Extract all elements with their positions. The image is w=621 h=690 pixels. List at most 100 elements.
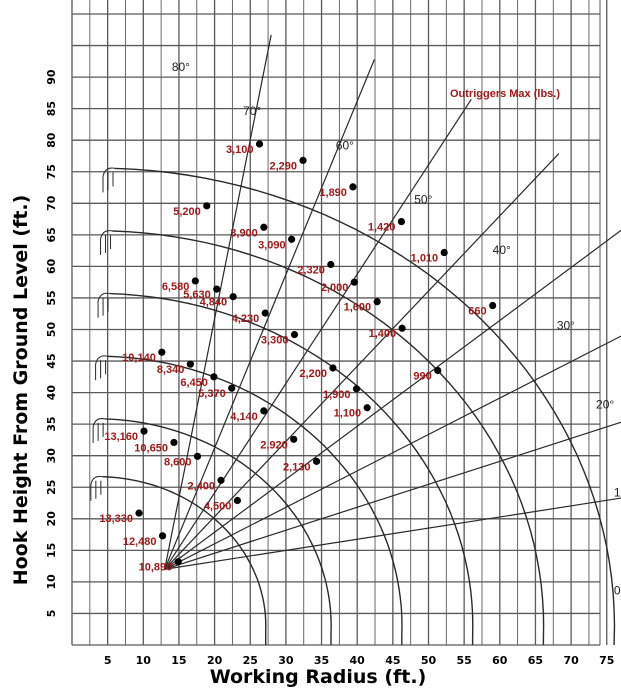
data-label: 1,420	[368, 222, 396, 234]
data-label: 1,890	[319, 187, 347, 199]
jib-hook-icon	[100, 230, 113, 256]
legend-note: Outriggers Max (lbs.)	[450, 88, 560, 100]
angle-line	[164, 335, 621, 570]
data-label: 1,400	[369, 328, 397, 340]
y-tick-label: 40	[45, 385, 58, 401]
data-label: 990	[413, 371, 431, 383]
angle-line	[164, 229, 621, 570]
data-label: 4,230	[232, 313, 260, 325]
y-tick-label: 25	[45, 480, 58, 495]
x-tick-label: 55	[456, 654, 471, 667]
boom-angle-lines	[164, 34, 621, 570]
x-tick-labels: 5 10 15 20 25 30 35 40 45 50 55 60 65 70 75	[104, 654, 615, 667]
y-tick-label: 70	[45, 195, 58, 211]
data-point	[349, 183, 357, 191]
y-tick-labels: 5 10 15 20 25 30 35 40 45 50 55 60 65 70 75 80 85 90	[45, 69, 58, 617]
angle-label: 40°	[493, 243, 511, 257]
data-point	[299, 156, 307, 164]
data-label: 6,450	[180, 377, 208, 389]
x-tick-label: 65	[528, 654, 543, 667]
data-label: 1,900	[323, 389, 351, 401]
data-label: 2,200	[299, 368, 327, 380]
data-point	[440, 248, 448, 257]
data-point	[434, 366, 442, 375]
data-point	[329, 364, 337, 372]
data-label: 4,500	[204, 501, 232, 513]
angle-line	[164, 59, 375, 570]
data-point	[261, 309, 269, 317]
data-point	[170, 438, 178, 447]
x-tick-label: 60	[492, 654, 508, 667]
x-tick-label: 35	[314, 654, 329, 667]
angle-line	[164, 497, 621, 570]
data-point	[312, 457, 321, 465]
data-label: 13,330	[99, 513, 133, 525]
data-point	[398, 324, 406, 332]
data-point	[327, 260, 335, 269]
y-tick-label: 65	[45, 227, 58, 242]
y-tick-label: 85	[45, 101, 58, 116]
data-label: 2,130	[283, 461, 311, 473]
data-label: 1,010	[411, 253, 439, 265]
x-axis-label: Working Radius (ft.)	[210, 666, 427, 688]
data-point	[352, 385, 361, 393]
x-tick-label: 5	[104, 654, 112, 667]
y-tick-label: 45	[45, 353, 58, 368]
angle-label: 60°	[336, 139, 354, 153]
data-point	[290, 330, 299, 339]
data-label: 3,300	[261, 335, 289, 347]
data-point	[373, 298, 381, 306]
data-label: 2,320	[297, 265, 325, 277]
angle-label: 50°	[414, 192, 432, 206]
data-point	[135, 509, 143, 517]
y-axis-label: Hook Height From Ground Level (ft.)	[10, 195, 32, 586]
jib-hook-icon	[92, 418, 106, 443]
jib-hook-icon	[95, 355, 108, 381]
x-tick-label: 45	[385, 654, 400, 667]
boom-curve	[107, 355, 403, 645]
data-label: 1,100	[334, 408, 362, 420]
data-point	[233, 496, 242, 505]
data-points	[135, 140, 497, 566]
data-point	[288, 235, 296, 243]
data-label: 8,600	[164, 456, 192, 468]
data-point	[174, 558, 182, 566]
x-tick-label: 30	[278, 654, 294, 667]
data-point	[489, 301, 497, 310]
data-point	[229, 293, 237, 301]
y-tick-label: 5	[45, 610, 58, 618]
boom-curve	[102, 476, 267, 645]
data-point	[290, 435, 298, 443]
data-point	[203, 202, 211, 210]
x-tick-label: 70	[563, 654, 579, 667]
data-label: 6,580	[162, 281, 190, 293]
boom-curve	[105, 418, 332, 645]
data-point	[217, 476, 225, 484]
data-label: 10,140	[122, 352, 156, 364]
boom-length-curves	[90, 167, 616, 645]
data-point	[350, 278, 358, 286]
boom-curve	[114, 167, 616, 645]
data-point	[158, 348, 166, 356]
data-point	[213, 285, 221, 293]
y-tick-label: 10	[45, 574, 58, 590]
data-point	[193, 452, 202, 460]
angle-line	[164, 153, 560, 570]
y-tick-label: 35	[45, 416, 58, 431]
data-point	[363, 404, 371, 412]
boom-curve	[110, 292, 474, 645]
data-label: 5,200	[173, 206, 201, 218]
data-point	[260, 223, 268, 231]
y-tick-label: 20	[45, 511, 58, 527]
data-label: 4,840	[200, 297, 228, 309]
x-tick-label: 10	[136, 654, 152, 667]
angle-line	[164, 98, 472, 570]
angle-line	[164, 421, 621, 570]
angle-label: 0°	[614, 584, 621, 598]
data-label: 5,630	[183, 289, 211, 301]
data-label: 5,370	[198, 388, 226, 400]
data-point	[210, 373, 218, 381]
data-point	[397, 217, 406, 226]
